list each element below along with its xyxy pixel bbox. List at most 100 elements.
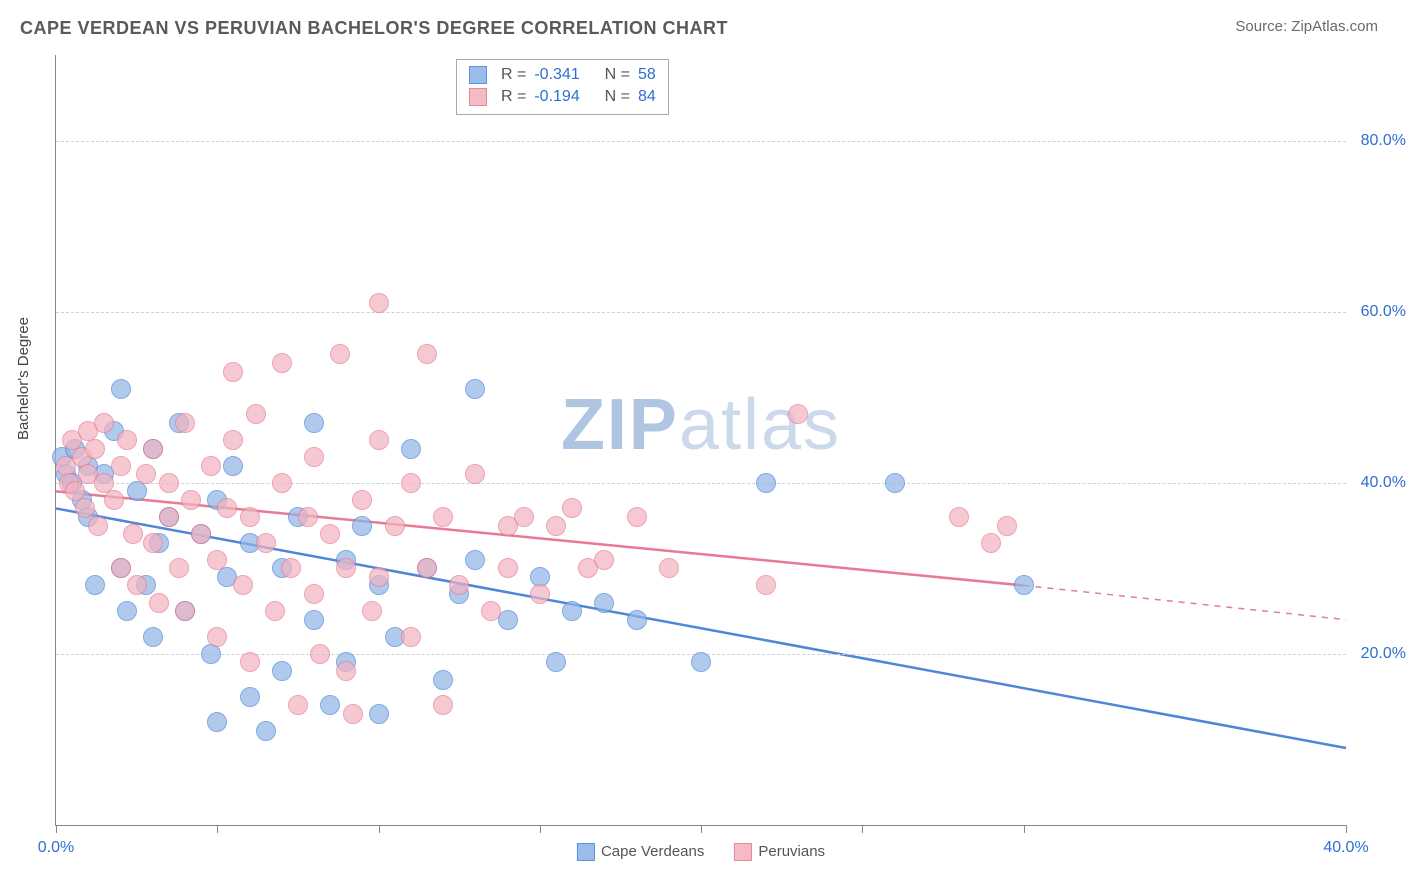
data-point: [369, 704, 389, 724]
data-point: [352, 516, 372, 536]
r-value-2: -0.194: [534, 88, 579, 106]
data-point: [159, 473, 179, 493]
source-label: Source: ZipAtlas.com: [1235, 18, 1378, 35]
data-point: [498, 558, 518, 578]
data-point: [997, 516, 1017, 536]
data-point: [272, 353, 292, 373]
data-point: [272, 473, 292, 493]
watermark-atlas: atlas: [679, 385, 841, 465]
data-point: [123, 524, 143, 544]
data-point: [401, 627, 421, 647]
data-point: [981, 533, 1001, 553]
data-point: [949, 507, 969, 527]
data-point: [465, 379, 485, 399]
data-point: [201, 456, 221, 476]
n-value-1: 58: [638, 66, 656, 84]
legend-bottom: Cape Verdeans Peruvians: [577, 843, 825, 861]
x-tick: [540, 825, 541, 833]
data-point: [304, 610, 324, 630]
data-point: [304, 447, 324, 467]
r-label-1: R =: [501, 66, 526, 84]
x-tick: [701, 825, 702, 833]
data-point: [304, 413, 324, 433]
data-point: [217, 498, 237, 518]
data-point: [336, 661, 356, 681]
y-axis-label: Bachelor's Degree: [15, 317, 32, 440]
data-point: [659, 558, 679, 578]
data-point: [1014, 575, 1034, 595]
data-point: [756, 575, 776, 595]
data-point: [240, 652, 260, 672]
plot-area: ZIPatlas R = -0.341 N = 58 R = -0.194 N …: [55, 55, 1346, 826]
n-label-2: N =: [605, 88, 630, 106]
data-point: [562, 601, 582, 621]
y-tick-label: 80.0%: [1351, 132, 1406, 150]
legend-item-2: Peruvians: [734, 843, 825, 861]
data-point: [401, 473, 421, 493]
data-point: [288, 695, 308, 715]
data-point: [304, 584, 324, 604]
data-point: [417, 344, 437, 364]
data-point: [546, 652, 566, 672]
data-point: [481, 601, 501, 621]
data-point: [546, 516, 566, 536]
data-point: [223, 430, 243, 450]
data-point: [117, 430, 137, 450]
data-point: [336, 558, 356, 578]
data-point: [256, 721, 276, 741]
data-point: [281, 558, 301, 578]
data-point: [369, 293, 389, 313]
data-point: [433, 695, 453, 715]
data-point: [240, 507, 260, 527]
gridline: [56, 312, 1346, 313]
data-point: [223, 362, 243, 382]
data-point: [111, 558, 131, 578]
data-point: [207, 712, 227, 732]
data-point: [362, 601, 382, 621]
data-point: [369, 567, 389, 587]
data-point: [75, 498, 95, 518]
data-point: [530, 584, 550, 604]
data-point: [594, 593, 614, 613]
data-point: [175, 601, 195, 621]
data-point: [352, 490, 372, 510]
data-point: [223, 456, 243, 476]
data-point: [175, 413, 195, 433]
data-point: [127, 481, 147, 501]
gridline: [56, 141, 1346, 142]
data-point: [233, 575, 253, 595]
stats-row-2: R = -0.194 N = 84: [469, 86, 656, 108]
data-point: [201, 644, 221, 664]
data-point: [159, 507, 179, 527]
stats-legend: R = -0.341 N = 58 R = -0.194 N = 84: [456, 59, 669, 115]
data-point: [207, 627, 227, 647]
data-point: [594, 550, 614, 570]
data-point: [246, 404, 266, 424]
x-tick-label: 40.0%: [1323, 839, 1368, 857]
data-point: [117, 601, 137, 621]
data-point: [88, 516, 108, 536]
data-point: [756, 473, 776, 493]
y-tick-label: 60.0%: [1351, 303, 1406, 321]
source-prefix: Source:: [1235, 18, 1291, 35]
data-point: [433, 507, 453, 527]
stats-row-1: R = -0.341 N = 58: [469, 64, 656, 86]
data-point: [104, 490, 124, 510]
data-point: [149, 593, 169, 613]
data-point: [885, 473, 905, 493]
data-point: [465, 550, 485, 570]
data-point: [265, 601, 285, 621]
legend-label-1: Cape Verdeans: [601, 843, 704, 860]
legend-label-2: Peruvians: [758, 843, 825, 860]
data-point: [514, 507, 534, 527]
data-point: [310, 644, 330, 664]
data-point: [298, 507, 318, 527]
n-label-1: N =: [605, 66, 630, 84]
data-point: [136, 464, 156, 484]
x-tick: [1346, 825, 1347, 833]
r-label-2: R =: [501, 88, 526, 106]
data-point: [691, 652, 711, 672]
data-point: [627, 507, 647, 527]
n-value-2: 84: [638, 88, 656, 106]
gridline: [56, 483, 1346, 484]
